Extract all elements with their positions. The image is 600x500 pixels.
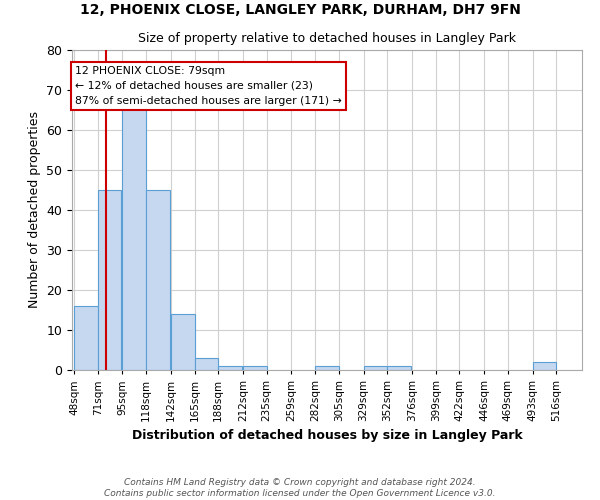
Bar <box>243 366 267 370</box>
Y-axis label: Number of detached properties: Number of detached properties <box>28 112 41 308</box>
Bar <box>122 102 146 370</box>
Bar <box>194 358 218 370</box>
Bar <box>98 190 121 370</box>
Bar <box>364 366 387 370</box>
Text: Contains HM Land Registry data © Crown copyright and database right 2024.
Contai: Contains HM Land Registry data © Crown c… <box>104 478 496 498</box>
Bar <box>171 314 194 370</box>
X-axis label: Distribution of detached houses by size in Langley Park: Distribution of detached houses by size … <box>131 430 523 442</box>
Bar <box>146 190 170 370</box>
Text: 12 PHOENIX CLOSE: 79sqm
← 12% of detached houses are smaller (23)
87% of semi-de: 12 PHOENIX CLOSE: 79sqm ← 12% of detache… <box>75 66 342 106</box>
Title: Size of property relative to detached houses in Langley Park: Size of property relative to detached ho… <box>138 32 516 44</box>
Bar <box>74 306 98 370</box>
Bar <box>533 362 556 370</box>
Bar <box>315 366 339 370</box>
Bar <box>218 366 242 370</box>
Bar <box>387 366 411 370</box>
Text: 12, PHOENIX CLOSE, LANGLEY PARK, DURHAM, DH7 9FN: 12, PHOENIX CLOSE, LANGLEY PARK, DURHAM,… <box>80 2 520 16</box>
